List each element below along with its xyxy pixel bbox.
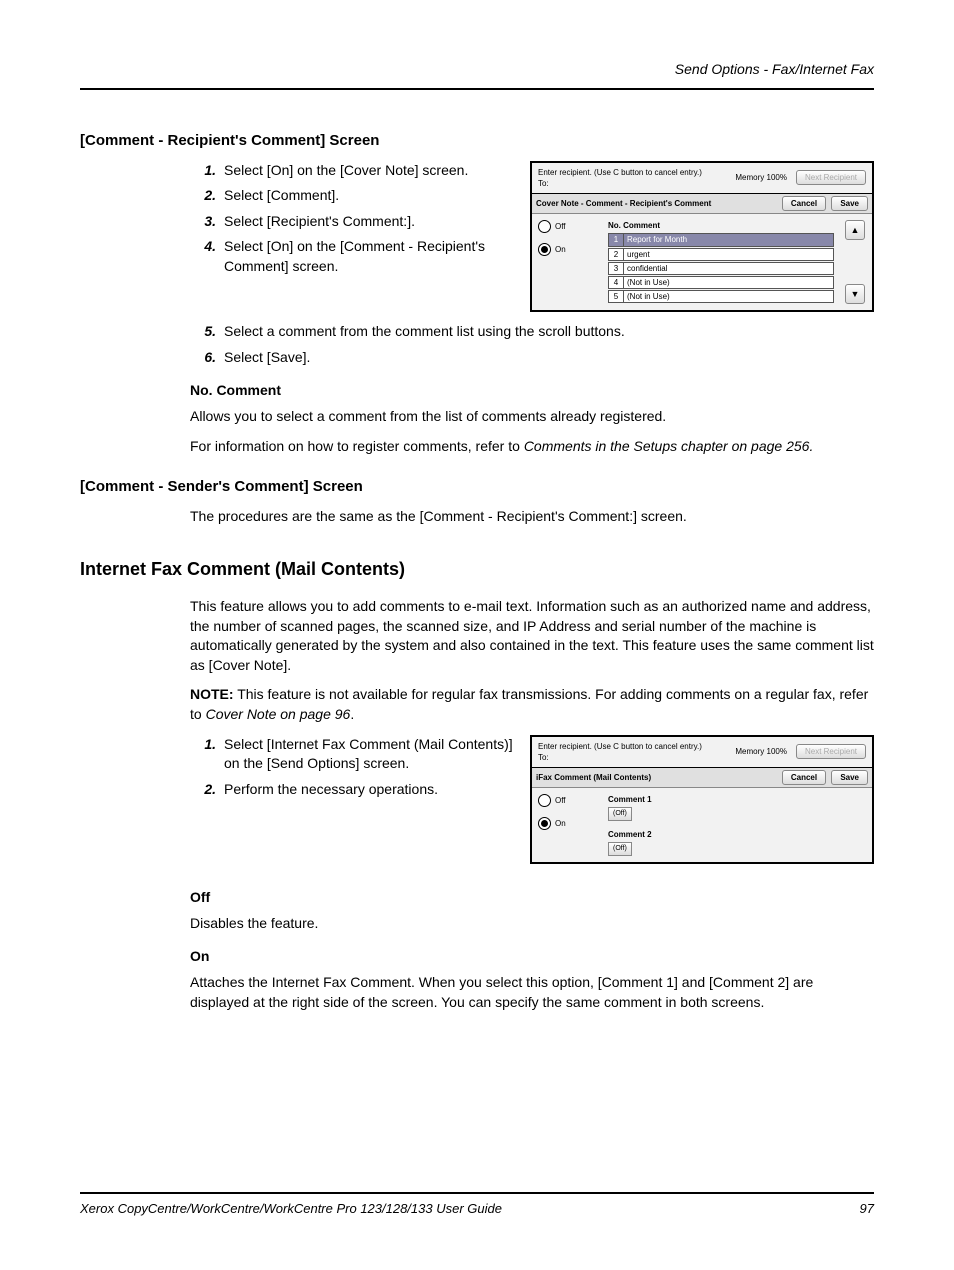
step-number: 3. <box>190 212 224 232</box>
paragraph: This feature allows you to add comments … <box>190 597 874 675</box>
paragraph: Disables the feature. <box>190 914 874 934</box>
list-item[interactable]: 1Report for Month <box>608 233 834 246</box>
heading-recipient-comment-screen: [Comment - Recipient's Comment] Screen <box>80 130 874 151</box>
cancel-button[interactable]: Cancel <box>782 196 826 211</box>
scroll-up-icon[interactable]: ▲ <box>845 220 865 240</box>
note-label: NOTE: <box>190 686 234 702</box>
radio-off[interactable]: Off <box>538 220 598 233</box>
step-text: Select [Recipient's Comment:]. <box>224 212 515 232</box>
page-header-section: Send Options - Fax/Internet Fax <box>80 60 874 90</box>
step-text: Select [Internet Fax Comment (Mail Conte… <box>224 735 515 774</box>
step-number: 2. <box>190 186 224 206</box>
step-number: 1. <box>190 735 224 774</box>
radio-off[interactable]: Off <box>538 794 598 807</box>
step-number: 5. <box>190 322 224 342</box>
comment1-button[interactable]: (Off) <box>608 807 632 821</box>
page-number: 97 <box>860 1200 874 1218</box>
step-text: Perform the necessary operations. <box>224 780 515 800</box>
scroll-down-icon[interactable]: ▼ <box>845 284 865 304</box>
ui1-memory: Memory 100% <box>735 172 787 183</box>
list-item[interactable]: 4(Not in Use) <box>608 276 834 289</box>
cross-reference: Comments in the Setups chapter on page 2… <box>524 438 814 454</box>
note-paragraph: NOTE: This feature is not available for … <box>190 685 874 724</box>
footer-guide-title: Xerox CopyCentre/WorkCentre/WorkCentre P… <box>80 1200 502 1218</box>
step-number: 6. <box>190 348 224 368</box>
comment2-label: Comment 2 <box>608 829 866 840</box>
paragraph: Allows you to select a comment from the … <box>190 407 874 427</box>
subheading-no-comment: No. Comment <box>190 381 874 401</box>
step-text: Select a comment from the comment list u… <box>224 322 874 342</box>
subheading-off: Off <box>190 888 874 908</box>
list-item[interactable]: 3confidential <box>608 262 834 275</box>
ui2-to: To: <box>538 752 702 763</box>
cancel-button[interactable]: Cancel <box>782 770 826 785</box>
ui2-bar-title: iFax Comment (Mail Contents) <box>536 772 651 783</box>
ui1-to: To: <box>538 178 702 189</box>
list-item[interactable]: 2urgent <box>608 248 834 261</box>
step-number: 2. <box>190 780 224 800</box>
ui1-bar-title: Cover Note - Comment - Recipient's Comme… <box>536 198 711 209</box>
cross-reference: Cover Note on page 96 <box>206 706 351 722</box>
radio-on[interactable]: On <box>538 243 598 256</box>
step-number: 1. <box>190 161 224 181</box>
ui2-hint: Enter recipient. (Use C button to cancel… <box>538 741 702 752</box>
heading-sender-comment-screen: [Comment - Sender's Comment] Screen <box>80 476 874 497</box>
next-recipient-button[interactable]: Next Recipient <box>796 744 866 759</box>
paragraph: Attaches the Internet Fax Comment. When … <box>190 973 874 1012</box>
save-button[interactable]: Save <box>831 770 868 785</box>
heading-internet-fax-comment: Internet Fax Comment (Mail Contents) <box>80 557 874 582</box>
step-text: Select [Save]. <box>224 348 874 368</box>
save-button[interactable]: Save <box>831 196 868 211</box>
paragraph: For information on how to register comme… <box>190 437 874 457</box>
step-text: Select [On] on the [Comment - Recipient'… <box>224 237 515 276</box>
list-header: No. Comment <box>608 220 834 231</box>
comment2-button[interactable]: (Off) <box>608 842 632 856</box>
step-text: Select [On] on the [Cover Note] screen. <box>224 161 515 181</box>
list-item[interactable]: 5(Not in Use) <box>608 290 834 303</box>
step-number: 4. <box>190 237 224 276</box>
paragraph: The procedures are the same as the [Comm… <box>190 507 874 527</box>
ui1-hint: Enter recipient. (Use C button to cancel… <box>538 167 702 178</box>
ui-screenshot-recipient-comment: Enter recipient. (Use C button to cancel… <box>530 161 874 313</box>
step-text: Select [Comment]. <box>224 186 515 206</box>
comment1-label: Comment 1 <box>608 794 866 805</box>
radio-on[interactable]: On <box>538 817 598 830</box>
next-recipient-button[interactable]: Next Recipient <box>796 170 866 185</box>
ui-screenshot-ifax-comment: Enter recipient. (Use C button to cancel… <box>530 735 874 865</box>
ui2-memory: Memory 100% <box>735 746 787 757</box>
subheading-on: On <box>190 947 874 967</box>
